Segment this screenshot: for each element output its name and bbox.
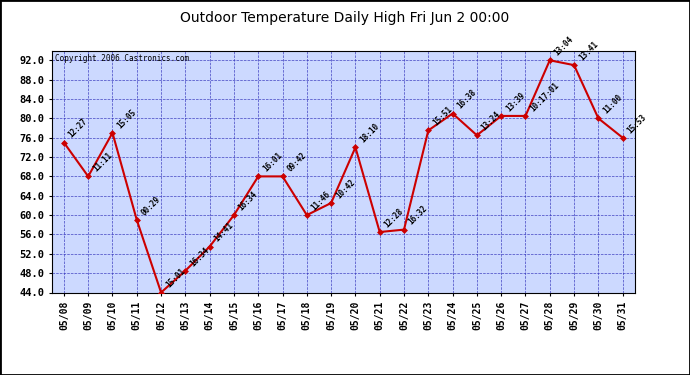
Text: 09:42: 09:42 [286, 151, 308, 174]
Text: 00:29: 00:29 [139, 195, 162, 217]
Text: 13:04: 13:04 [553, 35, 575, 57]
Text: 14:41: 14:41 [213, 221, 235, 244]
Text: 13:39: 13:39 [504, 90, 526, 113]
Text: 11:46: 11:46 [310, 190, 333, 212]
Text: 10:42: 10:42 [334, 177, 357, 200]
Text: 12:27: 12:27 [67, 117, 90, 140]
Text: Outdoor Temperature Daily High Fri Jun 2 00:00: Outdoor Temperature Daily High Fri Jun 2… [180, 11, 510, 25]
Text: 10:17:01: 10:17:01 [529, 81, 561, 113]
Text: 16:34: 16:34 [237, 190, 259, 212]
Text: 16:38: 16:38 [455, 88, 478, 111]
Text: 13:24: 13:24 [480, 110, 502, 132]
Text: 13:41: 13:41 [577, 40, 600, 62]
Text: 15:01: 15:01 [164, 267, 186, 290]
Text: 15:53: 15:53 [625, 112, 648, 135]
Text: 15:51: 15:51 [431, 105, 454, 128]
Text: 11:00: 11:00 [601, 93, 624, 116]
Text: 18:10: 18:10 [358, 122, 381, 145]
Text: 15:05: 15:05 [115, 107, 138, 130]
Text: 16:34: 16:34 [188, 245, 211, 268]
Text: Copyright 2006 Castronics.com: Copyright 2006 Castronics.com [55, 54, 189, 63]
Text: 16:32: 16:32 [407, 204, 429, 227]
Text: 16:01: 16:01 [261, 151, 284, 174]
Text: 12:28: 12:28 [382, 207, 405, 229]
Text: 11:11: 11:11 [91, 151, 114, 174]
